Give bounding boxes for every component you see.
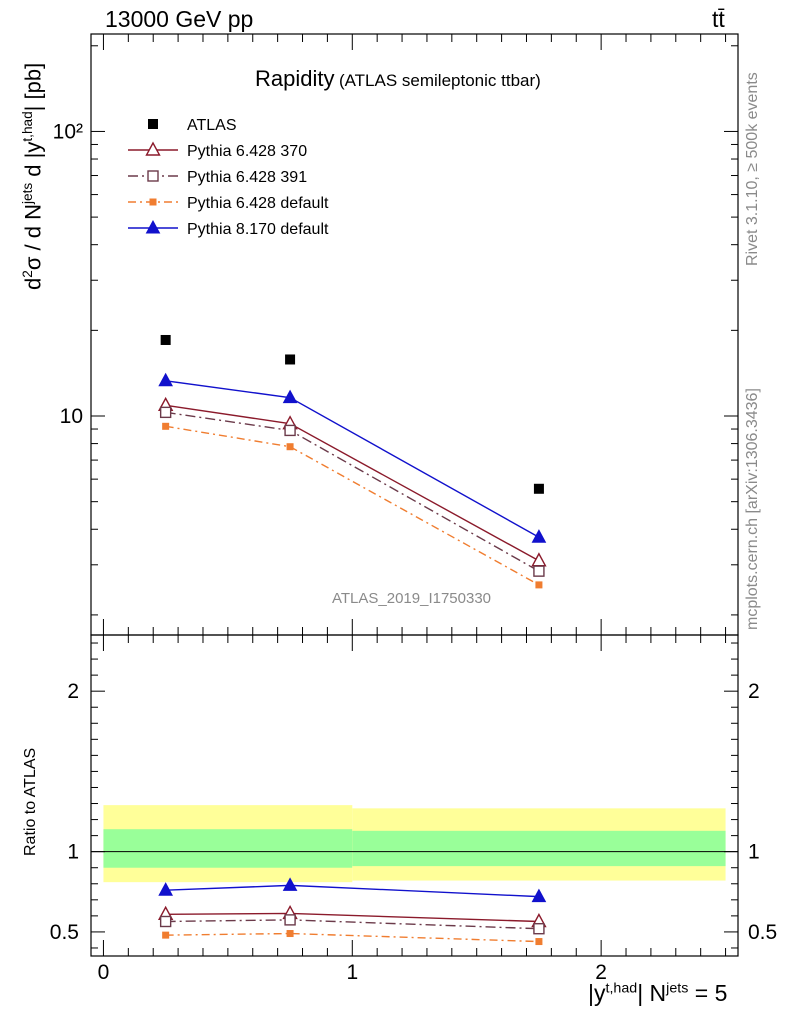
mcplots-label: mcplots.cern.ch [arXiv:1306.3436] bbox=[744, 388, 761, 630]
series-point-pdef bbox=[162, 422, 170, 430]
ratio-point-pdef bbox=[286, 930, 294, 938]
ratio-line-pdef bbox=[165, 932, 539, 943]
y-tick-label-main: 10 bbox=[60, 405, 83, 428]
data-point-atlas bbox=[285, 354, 296, 365]
ratio-point-pdef bbox=[162, 931, 170, 939]
x-axis-title: |yt,had| Njets = 5 bbox=[588, 980, 728, 1006]
legend-marker-p8 bbox=[145, 219, 161, 234]
ratio-point-p8 bbox=[282, 877, 298, 891]
y-tick-label-ratio-left: 2 bbox=[67, 680, 79, 703]
ratio-point-p8 bbox=[158, 882, 173, 896]
series-point-p8 bbox=[158, 372, 173, 387]
y-axis-title-main: d2σ / d Njets d |yt,had| [pb] bbox=[20, 62, 46, 290]
series-line-p370 bbox=[165, 404, 540, 562]
plot-title: Rapidity (ATLAS semileptonic ttbar) bbox=[255, 66, 541, 92]
series-point-p8 bbox=[282, 389, 298, 404]
y-tick-label-ratio-right: 2 bbox=[748, 680, 760, 703]
series-line-p8 bbox=[165, 380, 540, 538]
data-point-atlas bbox=[160, 334, 171, 345]
ratio-point-p8 bbox=[531, 888, 547, 903]
x-tick-label: 0 bbox=[98, 961, 110, 984]
series-point-p370 bbox=[531, 552, 547, 567]
legend-entry: Pythia 8.170 default bbox=[187, 221, 329, 238]
title-main: Rapidity bbox=[255, 66, 335, 91]
legend-entry: Pythia 6.428 default bbox=[187, 195, 329, 212]
watermark-label: ATLAS_2019_I1750330 bbox=[332, 590, 492, 607]
legend-marker-p391 bbox=[147, 170, 159, 182]
ratio-point-p391 bbox=[284, 914, 296, 926]
legend-entry: Pythia 6.428 391 bbox=[187, 169, 307, 186]
legend-entry: Pythia 6.428 370 bbox=[187, 143, 307, 160]
y-tick-label-ratio-right: 1 bbox=[748, 841, 760, 864]
ratio-band-inner bbox=[352, 830, 726, 867]
ratio-line-p8 bbox=[165, 884, 539, 898]
x-tick-label: 1 bbox=[346, 961, 358, 984]
series-point-pdef bbox=[535, 581, 543, 589]
ratio-point-p391 bbox=[533, 923, 545, 935]
ratio-line-p391 bbox=[165, 919, 539, 930]
y-tick-label-ratio-left: 0.5 bbox=[50, 921, 79, 944]
y-tick-label-ratio-right: 0.5 bbox=[748, 921, 777, 944]
legend-marker-pdef bbox=[149, 198, 157, 206]
y-tick-label-main: 10² bbox=[53, 120, 83, 143]
ratio-band-inner bbox=[103, 829, 353, 868]
legend-entry: ATLAS bbox=[187, 117, 237, 134]
series-point-pdef bbox=[286, 443, 294, 451]
y-axis-title-ratio: Ratio to ATLAS bbox=[22, 747, 39, 856]
series-point-p391 bbox=[533, 565, 545, 577]
ratio-point-p391 bbox=[159, 915, 172, 928]
process-label: tt̄ bbox=[712, 6, 725, 32]
y-tick-label-ratio-left: 1 bbox=[67, 841, 79, 864]
data-point-atlas bbox=[533, 483, 544, 494]
energy-label: 13000 GeV pp bbox=[105, 6, 254, 32]
ratio-point-pdef bbox=[535, 938, 543, 946]
ratio-panel-frame bbox=[90, 634, 739, 957]
x-tick-label: 2 bbox=[595, 961, 607, 984]
ratio-line-p370 bbox=[165, 912, 539, 923]
legend-marker-atlas bbox=[148, 119, 158, 129]
series-point-p8 bbox=[531, 529, 547, 543]
series-point-p391 bbox=[284, 424, 296, 437]
title-sub: (ATLAS semileptonic ttbar) bbox=[338, 71, 541, 90]
series-point-p391 bbox=[159, 406, 172, 419]
rivet-label: Rivet 3.1.10, ≥ 500k events bbox=[744, 72, 761, 266]
legend-marker-p370 bbox=[145, 141, 161, 156]
